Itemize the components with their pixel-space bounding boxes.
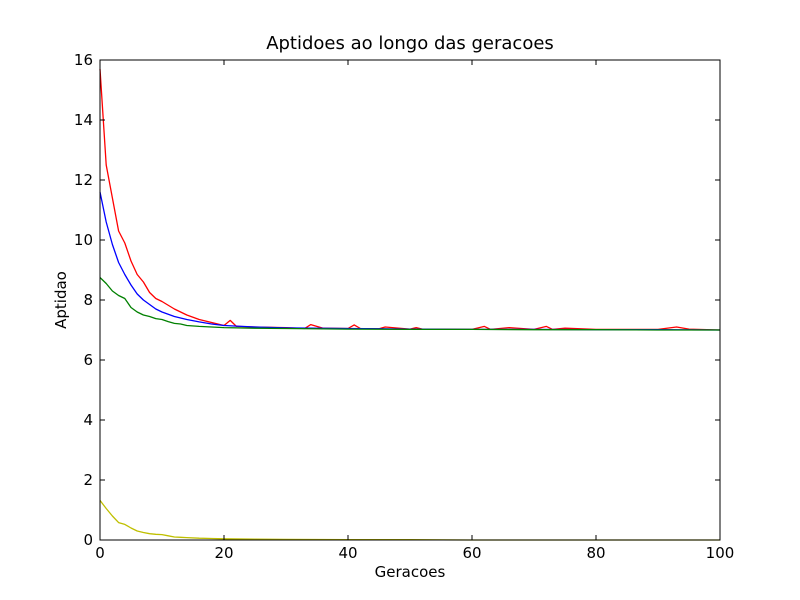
x-axis-label: Geracoes [375, 563, 446, 581]
x-tick-label: 60 [462, 544, 481, 562]
y-tick-label: 0 [83, 531, 93, 549]
y-tick-label: 12 [74, 171, 93, 189]
y-axis-label: Aptidao [52, 271, 70, 329]
tick-layer: 0 20 40 60 80 100 0 2 4 6 8 10 12 14 16 [74, 51, 734, 562]
y-tick-label: 6 [83, 351, 93, 369]
y-tick-label: 2 [83, 471, 93, 489]
plot-frame [99, 59, 721, 541]
x-tick-label: 40 [338, 544, 357, 562]
chart-title: Aptidoes ao longo das geracoes [266, 33, 554, 54]
y-tick-label: 10 [74, 231, 93, 249]
y-tick-label: 14 [74, 111, 93, 129]
series-line-3 [99, 277, 720, 331]
x-tick-label: 80 [586, 544, 605, 562]
y-tick-label: 8 [83, 291, 93, 309]
y-tick-label: 16 [74, 51, 93, 69]
y-tick-label: 4 [83, 411, 93, 429]
plot-area [100, 60, 720, 540]
x-tick-label: 20 [214, 544, 233, 562]
x-tick-label: 0 [95, 544, 105, 562]
x-tick-label: 100 [706, 544, 735, 562]
series-layer [99, 68, 721, 541]
